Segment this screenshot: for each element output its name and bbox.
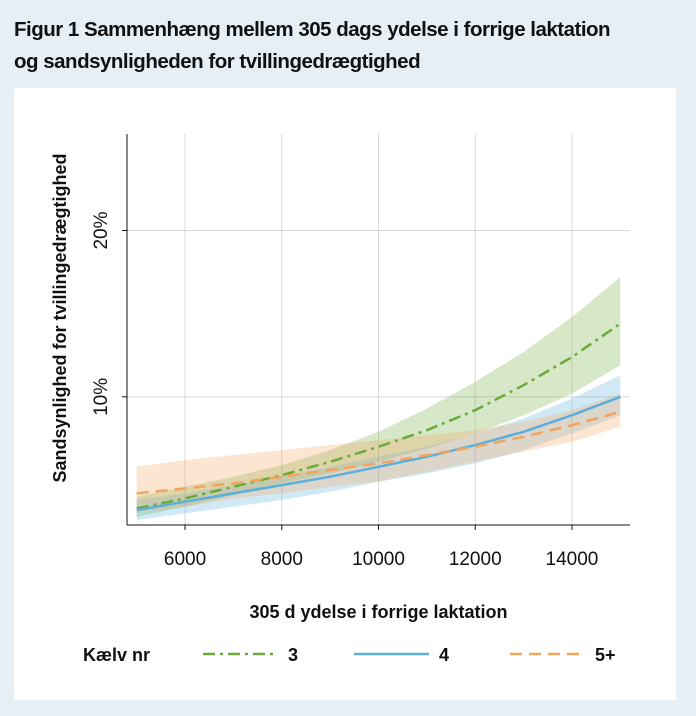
x-tick-label-12000: 12000 — [449, 549, 502, 570]
confidence-band-4 — [136, 375, 621, 520]
x-tick-label-10000: 10000 — [352, 549, 405, 570]
chart-svg: 6000 8000 10000 12000 14000 10% 20% 305 d ydels… — [50, 134, 630, 665]
y-tick-label-20: 20% — [91, 211, 112, 249]
y-axis-title: Sandsynlighed for tvillingedrægtighed — [50, 153, 70, 482]
figure-title-line-2: og sandsynligheden for tvillingedrægtigh… — [14, 50, 421, 73]
figure-title: Figur 1 Sammenhæng mellem 305 dags ydels… — [14, 14, 686, 78]
chart-panel: 6000 8000 10000 12000 14000 10% 20% 305 d ydels… — [14, 88, 676, 700]
y-tick-label-10: 10% — [91, 378, 112, 416]
legend-title: Kælv nr — [83, 645, 150, 665]
x-tick-label-14000: 14000 — [546, 549, 599, 570]
series-line-3 — [136, 322, 622, 510]
legend-label-4: 4 — [439, 645, 449, 665]
x-tick-label-6000: 6000 — [164, 549, 206, 570]
series-line-5plus — [136, 410, 621, 495]
confidence-band-5plus — [136, 393, 621, 512]
legend-label-3: 3 — [288, 645, 298, 665]
figure-title-line-1: Figur 1 Sammenhæng mellem 305 dags ydels… — [14, 18, 611, 41]
confidence-band-3 — [136, 277, 621, 517]
series-line-4 — [136, 395, 621, 512]
x-axis-title: 305 d ydelse i forrige laktation — [249, 602, 507, 622]
x-tick-label-8000: 8000 — [261, 549, 303, 570]
legend-label-5plus: 5+ — [595, 645, 616, 665]
